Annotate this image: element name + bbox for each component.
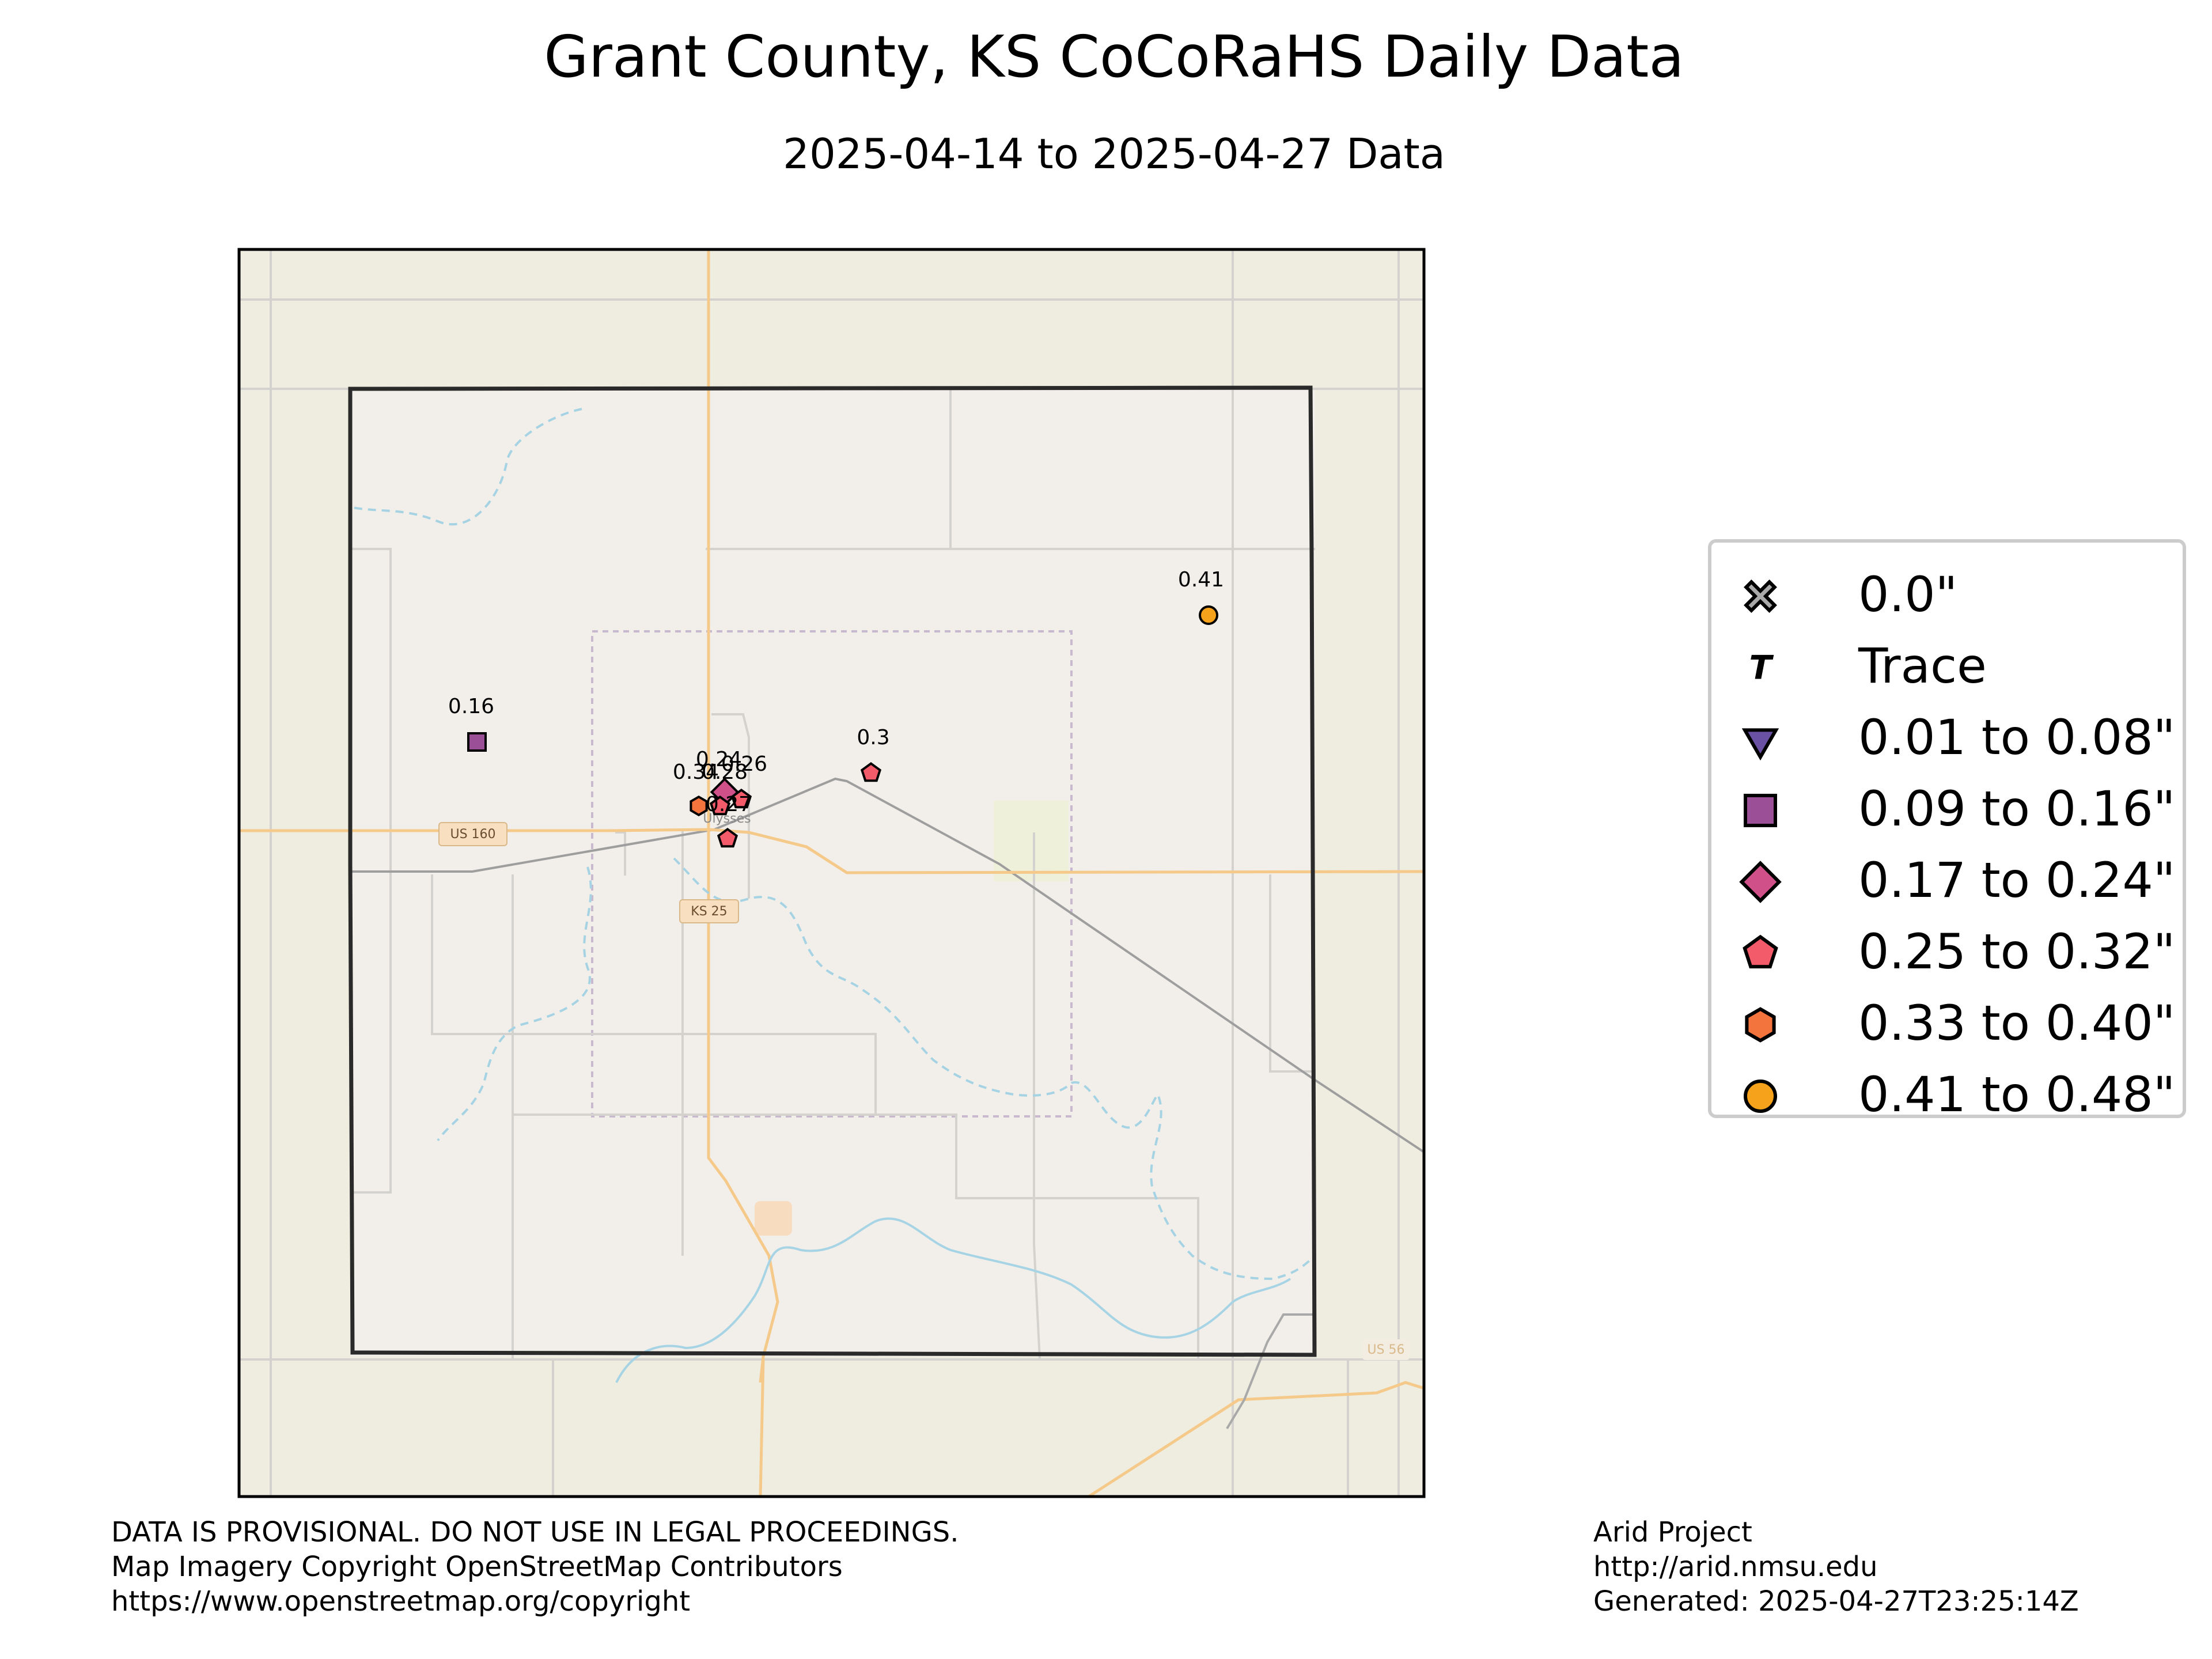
legend-label: 0.33 to 0.40": [1858, 995, 2176, 1051]
railroad: [350, 777, 1424, 1153]
legend-symbol-pentagon: [1743, 934, 1778, 969]
footer-disclaimer: DATA IS PROVISIONAL. DO NOT USE IN LEGAL…: [111, 1515, 959, 1619]
station-value-label: 0.24: [696, 748, 742, 771]
station-value-label: 0.3: [857, 726, 889, 749]
legend-item: 0.01 to 0.08": [1711, 704, 2183, 774]
station-symbol: [690, 795, 708, 817]
station-symbol: [1199, 605, 1218, 625]
project-url[interactable]: http://arid.nmsu.edu: [1593, 1551, 1878, 1583]
svg-text:T: T: [1749, 649, 1774, 687]
legend-label: 0.41 to 0.48": [1858, 1066, 2176, 1123]
road-shield-us56: US 56: [1362, 1339, 1410, 1360]
station-marker: 0.16: [448, 695, 494, 752]
station-markers: 0.41 0.16 0.3 0.240.260.340.28 0.27: [448, 568, 1224, 848]
svg-text:KS 25: KS 25: [691, 904, 727, 919]
station-symbol: [860, 762, 882, 782]
legend-symbol-hexagon: [1745, 1007, 1776, 1043]
road-shield-us160: US 160: [438, 822, 507, 846]
station-value-label: 0.26: [721, 752, 767, 776]
project-name: Arid Project: [1593, 1516, 1752, 1548]
legend-symbol-circle: [1744, 1080, 1777, 1113]
legend: 0.0" T Trace 0.01 to 0.08" 0.09 to 0.16" 0.17…: [1708, 539, 2186, 1123]
station-symbol: [730, 789, 752, 809]
station-marker: 0.27: [706, 793, 752, 848]
landuse-patch: [755, 1201, 792, 1236]
station-value-label: 0.16: [448, 695, 494, 718]
map-subtitle: 2025-04-14 to 2025-04-27 Data: [783, 130, 1445, 178]
legend-symbol-triangle-down: [1741, 728, 1779, 761]
legend-label: 0.25 to 0.32": [1858, 923, 2176, 980]
legend-item: 0.41 to 0.48": [1711, 1062, 2183, 1131]
svg-text:US 56: US 56: [1367, 1343, 1404, 1357]
legend-item: 0.0": [1711, 562, 2183, 631]
road-shield-ks25: KS 25: [679, 899, 739, 923]
svg-text:US 160: US 160: [450, 827, 495, 842]
station-marker: 0.28: [702, 760, 748, 816]
legend-label: 0.0": [1858, 566, 1958, 623]
river: [615, 1217, 1291, 1383]
highway-us56: [1226, 1313, 1315, 1430]
map-copyright-text: Map Imagery Copyright OpenStreetMap Cont…: [111, 1551, 843, 1583]
park-area: [994, 801, 1069, 881]
station-symbol: [467, 732, 487, 752]
highways: [239, 249, 1424, 1497]
station-value-label: 0.28: [702, 760, 748, 784]
county-boundary: [348, 385, 1317, 1357]
legend-symbol-T: T: [1749, 649, 1774, 687]
legend-label: 0.17 to 0.24": [1858, 852, 2176, 908]
station-value-label: 0.34: [673, 760, 719, 784]
legend-label: Trace: [1858, 638, 1987, 694]
disclaimer-text: DATA IS PROVISIONAL. DO NOT USE IN LEGAL…: [111, 1516, 959, 1548]
station-marker: 0.3: [857, 726, 890, 782]
osm-copyright-link[interactable]: https://www.openstreetmap.org/copyright: [111, 1585, 691, 1618]
station-value-label: 0.27: [706, 793, 752, 816]
legend-symbol-square: [1744, 794, 1777, 827]
footer-credits: Arid Project http://arid.nmsu.edu Genera…: [1593, 1515, 2079, 1619]
place-label-ulysses: Ulysses: [703, 812, 751, 826]
legend-symbol-x-cross: [1744, 579, 1777, 613]
map-frame: [237, 248, 1426, 1498]
city-limits: [591, 630, 1073, 1118]
station-marker: 0.34: [673, 760, 719, 817]
map-title: Grant County, KS CoCoRaHS Daily Data: [544, 23, 1684, 90]
legend-symbol-diamond: [1739, 861, 1782, 903]
legend-label: 0.09 to 0.16": [1858, 781, 2176, 837]
legend-item: 0.09 to 0.16": [1711, 776, 2183, 845]
station-value-label: 0.41: [1178, 568, 1224, 592]
legend-item: 0.25 to 0.32": [1711, 919, 2183, 988]
legend-label: 0.01 to 0.08": [1858, 709, 2176, 766]
legend-item: 0.17 to 0.24": [1711, 847, 2183, 916]
station-marker: 0.26: [721, 752, 767, 809]
station-marker: 0.41: [1178, 568, 1224, 625]
legend-item: T Trace: [1711, 633, 2183, 702]
streams: [350, 408, 1316, 1281]
station-symbol: [709, 796, 731, 816]
station-symbol: [717, 828, 738, 848]
generated-timestamp: Generated: 2025-04-27T23:25:14Z: [1593, 1585, 2079, 1618]
legend-item: 0.33 to 0.40": [1711, 990, 2183, 1059]
